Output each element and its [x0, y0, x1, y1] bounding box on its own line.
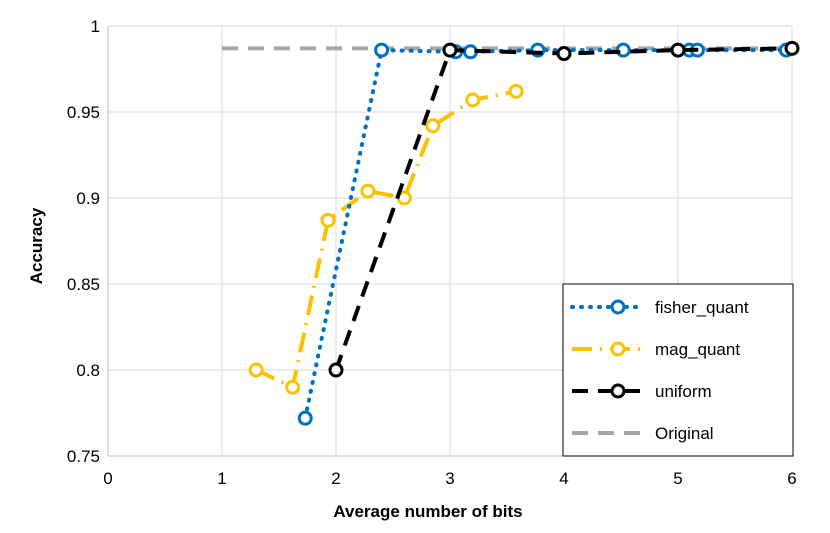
x-tick-label: 5	[673, 469, 682, 488]
legend-label: mag_quant	[655, 340, 740, 359]
point-uniform	[442, 42, 458, 58]
point-fisher-quant	[297, 410, 313, 426]
series-mag-quant	[248, 83, 524, 395]
y-tick-label: 1	[91, 17, 100, 36]
point-mag-quant	[465, 92, 481, 108]
legend-label: fisher_quant	[655, 298, 749, 317]
y-tick-label: 0.95	[67, 103, 100, 122]
point-mag-quant	[248, 362, 264, 378]
x-tick-label: 3	[445, 469, 454, 488]
x-tick-label: 2	[331, 469, 340, 488]
series-line-mag-quant	[255, 89, 517, 391]
point-mag-quant	[320, 212, 336, 228]
x-tick-label: 4	[559, 469, 568, 488]
legend-marker	[610, 299, 626, 315]
point-mag-quant	[425, 118, 441, 134]
point-uniform	[556, 46, 572, 62]
legend-label: Original	[655, 424, 714, 443]
x-axis-title: Average number of bits	[333, 502, 522, 521]
point-mag-quant	[360, 183, 376, 199]
x-tick-label: 6	[787, 469, 796, 488]
point-uniform	[328, 362, 344, 378]
y-tick-label: 0.85	[67, 275, 100, 294]
legend-item-uniform: uniform	[572, 382, 712, 401]
legend-item-mag-quant: mag_quant	[572, 340, 740, 359]
legend-marker	[610, 383, 626, 399]
point-uniform	[670, 42, 686, 58]
legend-marker	[610, 341, 626, 357]
point-uniform	[784, 40, 800, 56]
legend-item-original: Original	[572, 424, 714, 443]
legend-box	[562, 283, 794, 457]
point-mag-quant	[285, 379, 301, 395]
x-tick-label: 0	[103, 469, 112, 488]
series-layer	[222, 40, 800, 426]
x-tick-label: 1	[217, 469, 226, 488]
point-mag-quant	[508, 83, 524, 99]
legend-item-fisher-quant: fisher_quant	[570, 298, 749, 317]
legend-label: uniform	[655, 382, 712, 401]
series-uniform	[328, 40, 800, 378]
y-tick-label: 0.75	[67, 447, 100, 466]
tick-labels: 0.75 0.8 0.85 0.9 0.95 1 0 1 2 3 4 5 6	[67, 17, 797, 488]
y-tick-label: 0.9	[76, 189, 100, 208]
y-axis-title: Accuracy	[27, 207, 46, 284]
point-fisher-quant	[374, 42, 390, 58]
y-tick-label: 0.8	[76, 361, 100, 380]
